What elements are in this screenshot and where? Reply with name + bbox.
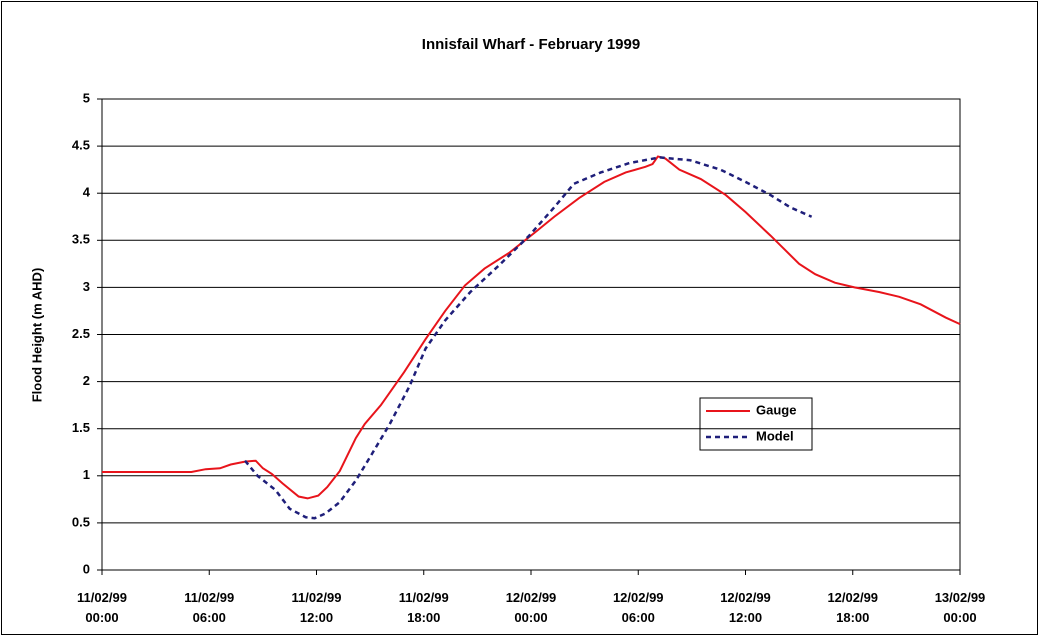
- y-tick-label: 0.5: [72, 514, 90, 529]
- y-tick-label: 3: [83, 279, 90, 294]
- y-tick-label: 0: [83, 561, 90, 576]
- x-tick-label: 13/02/99 00:00: [934, 590, 986, 625]
- x-tick-label: 12/02/99 12:00: [720, 590, 771, 625]
- legend: [699, 397, 813, 451]
- x-tick-label: 12/02/99 00:00: [505, 590, 557, 625]
- x-tick-label: 11/02/99 12:00: [291, 590, 342, 625]
- legend-label: Gauge: [756, 402, 796, 417]
- x-tick-label: 12/02/99 06:00: [612, 590, 664, 625]
- y-tick-label: 2.5: [72, 326, 90, 341]
- y-tick-label: 4: [83, 185, 91, 200]
- y-tick-label: 5: [83, 90, 90, 105]
- legend-label: Model: [756, 428, 794, 443]
- x-tick-label: 12/02/99 18:00: [827, 590, 879, 625]
- x-tick-label: 11/02/99 00:00: [77, 590, 127, 625]
- x-tick-label: 11/02/99 18:00: [398, 590, 449, 625]
- x-tick-label: 11/02/99 06:00: [184, 590, 235, 625]
- y-tick-label: 1.5: [72, 420, 90, 435]
- y-tick-label: 2: [83, 373, 90, 388]
- y-tick-label: 1: [83, 467, 90, 482]
- y-tick-label: 4.5: [72, 138, 90, 153]
- series-line: [244, 156, 813, 520]
- y-tick-label: 3.5: [72, 232, 90, 247]
- y-axis-label: Flood Height (m AHD): [29, 268, 44, 403]
- chart-title: Innisfail Wharf - February 1999: [422, 36, 640, 53]
- series-line: [102, 155, 961, 500]
